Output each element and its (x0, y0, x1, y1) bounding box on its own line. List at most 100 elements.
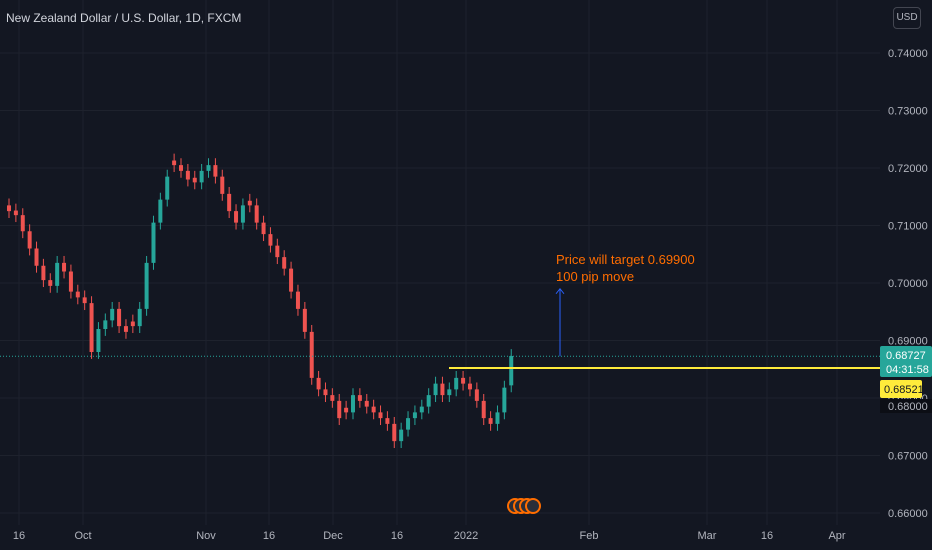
candle-body (454, 377, 459, 390)
candle-body (330, 395, 335, 401)
candle-body (179, 165, 183, 171)
hidden-axis-label: 0.68000 (888, 401, 928, 413)
y-tick-label: 0.71000 (888, 221, 928, 233)
candle-body (110, 308, 115, 321)
countdown-value: 04:31:58 (886, 364, 929, 376)
arrow-up-icon (555, 287, 565, 295)
candle-body (419, 406, 424, 413)
candle-body (357, 395, 362, 401)
candle-body (48, 280, 53, 286)
hidden-axis-tag-bg (880, 399, 932, 413)
candle-body (185, 170, 190, 180)
candle-body (392, 423, 397, 442)
candle-body (412, 412, 417, 419)
candle-body (447, 389, 452, 396)
candle-body (261, 222, 266, 235)
time-axis[interactable]: 16 Oct Nov 16 Dec 16 2022 Feb Mar 16 Apr (13, 530, 846, 542)
candle-body (282, 257, 287, 269)
event-flag-icon[interactable] (525, 498, 541, 514)
candle-body (440, 383, 445, 396)
candle-body (89, 303, 94, 352)
candle-body (137, 308, 142, 327)
candle-body (467, 383, 472, 390)
x-tick-label: Mar (698, 530, 717, 542)
candle-body (364, 400, 369, 407)
candle-body (406, 418, 411, 430)
candle-body (371, 406, 376, 413)
level-price-tag (880, 380, 922, 398)
x-tick-label: 16 (263, 530, 275, 542)
candle-body (275, 245, 280, 258)
candle-body (495, 412, 500, 424)
candle-body (344, 407, 349, 413)
last-price-tag (880, 346, 932, 377)
x-tick-label: Feb (580, 530, 599, 542)
grid-lines (0, 0, 880, 525)
level-price-value: 0.68521 (884, 384, 924, 396)
last-price-value: 0.68727 (886, 350, 926, 362)
candle-body (103, 320, 108, 329)
candle-body (82, 297, 87, 304)
chart-title: New Zealand Dollar / U.S. Dollar, 1D, FX… (6, 11, 242, 25)
candle-body (158, 199, 163, 223)
y-tick-label: 0.66000 (888, 508, 928, 520)
candle-body (509, 356, 514, 386)
candle-body (234, 211, 239, 223)
candle-body (502, 387, 507, 413)
x-tick-label: Apr (828, 530, 845, 542)
candle-body (323, 389, 328, 396)
candle-body (247, 200, 252, 206)
annotation-line2: 100 pip move (556, 269, 634, 284)
candle-body (254, 205, 259, 223)
y-tick-label: 0.70000 (888, 278, 928, 290)
candle-body (461, 377, 466, 384)
candle-body (385, 418, 390, 424)
y-tick-label: 0.67000 (888, 451, 928, 463)
candle-body (220, 176, 225, 194)
candle-body (351, 395, 355, 413)
x-tick-label: Dec (323, 530, 343, 542)
y-tick-label: 0.74000 (888, 48, 928, 60)
x-tick-label: 16 (13, 530, 25, 542)
candle-body (295, 291, 300, 309)
price-axis[interactable]: 0.66000 0.67000 0.68000 0.69000 0.70000 0.710… (880, 48, 932, 520)
candle-body (144, 262, 149, 309)
candle-body (378, 412, 383, 419)
candle-body (240, 205, 245, 223)
candle-body (227, 193, 232, 212)
candle-body (7, 205, 11, 212)
candle-body (199, 170, 204, 183)
x-tick-label: 16 (391, 530, 403, 542)
candle-body (206, 165, 211, 171)
candle-body (289, 268, 294, 292)
candles (7, 153, 514, 449)
candle-body (117, 308, 122, 327)
candle-body (481, 400, 486, 419)
candle-body (62, 262, 67, 272)
candle-body (55, 262, 60, 286)
candle-body (474, 389, 479, 401)
candle-body (426, 395, 431, 407)
candle-body (68, 271, 73, 292)
y-tick-label: 0.69000 (888, 336, 928, 348)
candle-body (488, 418, 493, 424)
candle-body (75, 291, 80, 298)
annotation-line1: Price will target 0.69900 (556, 252, 695, 267)
candle-body (151, 222, 156, 263)
candle-body (34, 248, 39, 266)
currency-button[interactable]: USD (893, 7, 921, 29)
candle-body (172, 160, 177, 166)
candle-body (399, 429, 404, 442)
candle-body (268, 234, 273, 246)
candle-body (27, 231, 32, 249)
candle-body (165, 176, 170, 200)
x-tick-label: Nov (196, 530, 216, 542)
candle-body (41, 265, 46, 281)
candle-body (130, 321, 135, 327)
x-tick-label: 2022 (454, 530, 478, 542)
candle-body (20, 215, 25, 232)
candle-body (123, 326, 128, 332)
candle-body (433, 383, 438, 396)
candle-body (213, 165, 218, 177)
